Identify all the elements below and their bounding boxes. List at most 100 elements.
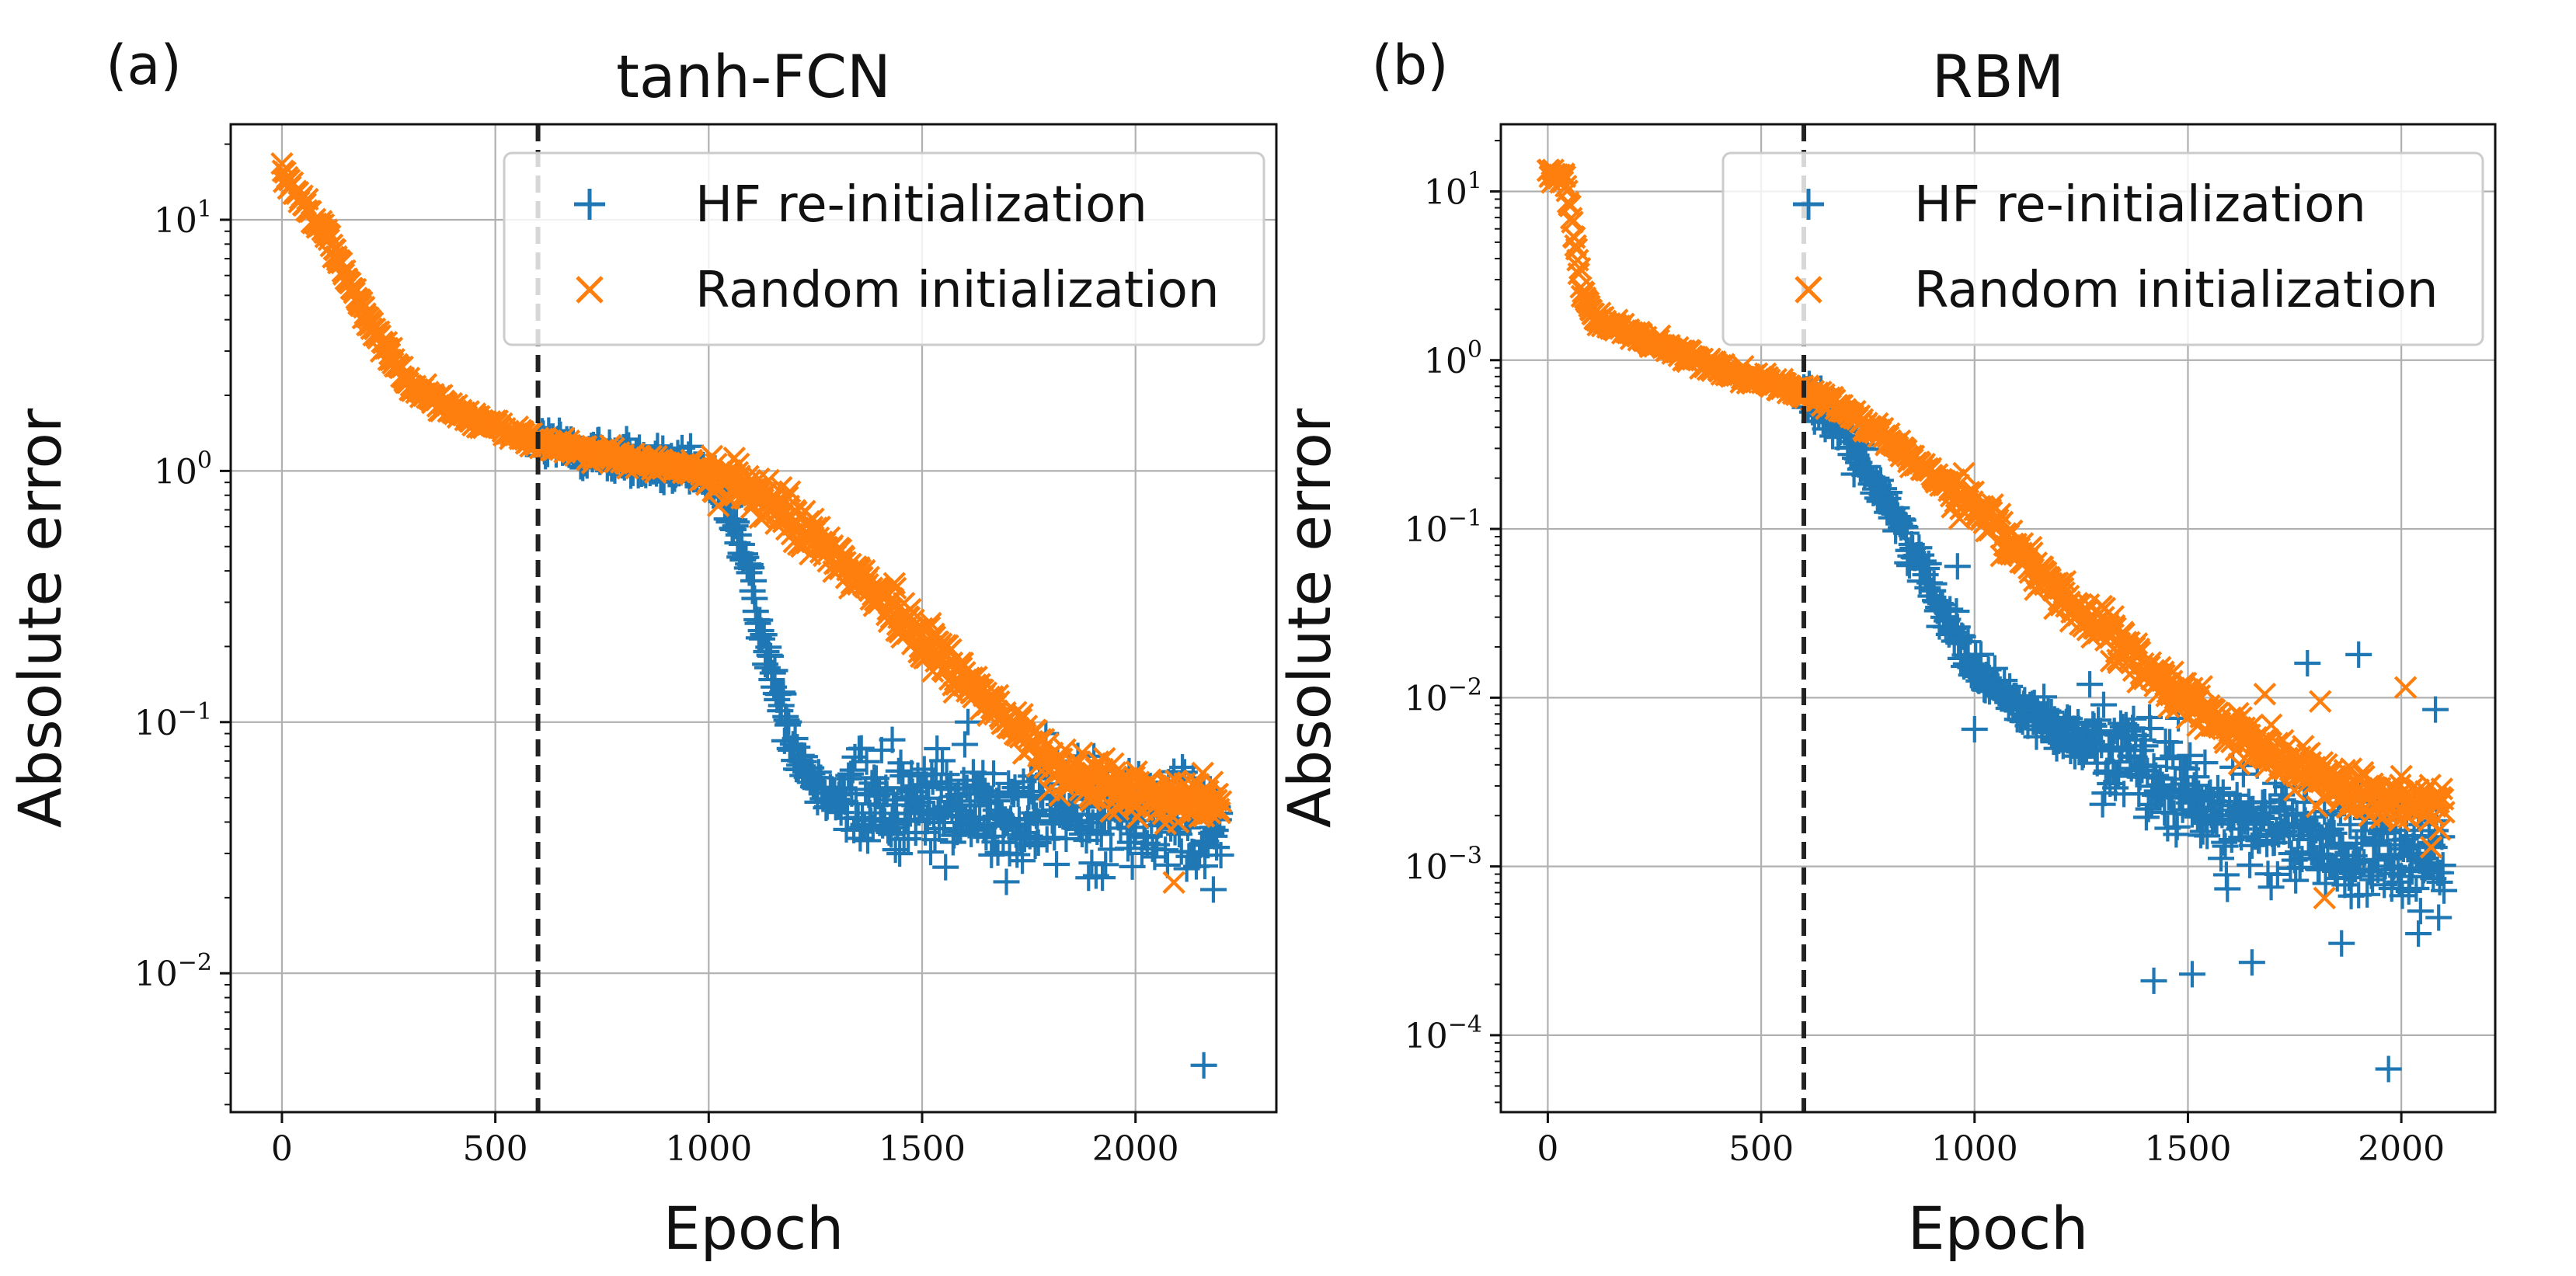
data-point — [2257, 874, 2285, 901]
data-point — [1989, 502, 2012, 526]
y-tick-base: 10 — [1405, 848, 1448, 888]
x-tick-label: 1500 — [879, 1129, 966, 1169]
data-point — [2375, 1055, 2402, 1083]
data-point — [2313, 886, 2337, 910]
y-tick-label: 10−2 — [134, 949, 212, 994]
data-point — [2419, 836, 2443, 859]
data-point — [1944, 553, 1971, 580]
data-point — [1009, 847, 1036, 874]
series-random — [1536, 158, 2456, 910]
data-point — [2252, 799, 2279, 826]
data-point — [1199, 876, 1227, 903]
y-tick-base: 10 — [1405, 679, 1448, 718]
legend: HF re-initialization Random initializatio… — [1721, 151, 2484, 346]
data-point — [750, 621, 778, 648]
data-point — [2019, 535, 2043, 559]
data-point — [1968, 641, 1995, 668]
y-tick-base: 10 — [134, 704, 178, 743]
y-axis-label: Absolute error — [5, 408, 75, 828]
data-point — [2318, 853, 2345, 880]
y-tick-base: 10 — [1405, 510, 1448, 550]
data-point — [2031, 683, 2058, 711]
x-tick-label: 2000 — [2358, 1129, 2445, 1169]
data-point — [1043, 850, 1070, 878]
chart-title: RBM — [1932, 42, 2065, 111]
data-point — [2140, 967, 2167, 994]
y-tick-label: 10−3 — [1405, 843, 1482, 888]
axes-frame — [1499, 123, 2497, 1114]
data-point — [929, 747, 956, 774]
x-tick-label: 1500 — [2144, 1129, 2231, 1169]
data-point — [886, 840, 914, 867]
data-point — [1162, 871, 1185, 894]
x-axis-label: Epoch — [1908, 1194, 2089, 1263]
data-point — [2429, 852, 2456, 879]
series-hf — [1791, 370, 2458, 1083]
data-point — [2422, 696, 2449, 723]
data-point — [1092, 851, 1119, 878]
data-point — [2153, 745, 2180, 772]
y-tick-base: 10 — [134, 954, 178, 994]
data-point — [879, 726, 906, 753]
data-point — [2403, 875, 2430, 902]
legend-box — [503, 151, 1265, 346]
y-tick-exponent: −2 — [1448, 673, 1482, 701]
y-tick-exponent: 1 — [1467, 167, 1482, 194]
data-point — [2208, 845, 2235, 872]
data-point — [1892, 520, 1920, 547]
legend-marker-plus — [574, 189, 605, 220]
data-point — [980, 760, 1008, 788]
data-point — [1191, 853, 1218, 880]
data-point — [979, 822, 1006, 850]
x-tick-label: 1000 — [665, 1129, 752, 1169]
data-point — [738, 555, 765, 582]
y-tick-label: 10−1 — [1405, 505, 1482, 550]
data-point — [1166, 810, 1190, 834]
legend-entry: HF re-initialization — [695, 176, 1147, 234]
y-tick-label: 100 — [154, 447, 212, 492]
data-point — [2177, 742, 2204, 769]
data-point — [2428, 818, 2452, 841]
data-point — [2178, 961, 2205, 988]
y-axis-label: Absolute error — [1275, 408, 1344, 828]
data-point — [2214, 875, 2241, 902]
data-point — [2183, 763, 2210, 791]
data-point — [2317, 815, 2345, 843]
y-tick-label: 100 — [1424, 336, 1482, 381]
y-tick-label: 101 — [1424, 167, 1482, 212]
data-point — [2430, 777, 2454, 801]
data-point — [883, 576, 907, 600]
y-tick-base: 10 — [1424, 172, 1467, 212]
data-point — [800, 516, 824, 539]
data-point — [2135, 795, 2162, 822]
data-point — [2053, 569, 2077, 593]
data-point — [986, 683, 1010, 708]
data-point — [1152, 836, 1179, 864]
data-point — [1200, 770, 1224, 794]
y-tick-base: 10 — [154, 201, 197, 241]
data-point — [2298, 741, 2321, 765]
data-point — [2090, 691, 2117, 718]
data-point — [917, 839, 944, 866]
data-point — [983, 788, 1011, 815]
legend-marker-plus — [1793, 189, 1824, 220]
data-point — [318, 224, 342, 248]
legend-entry: Random initialization — [1914, 262, 2438, 319]
data-point — [2282, 867, 2310, 894]
data-point — [2076, 671, 2104, 698]
x-tick-label: 0 — [1537, 1129, 1558, 1169]
data-point — [2204, 774, 2231, 801]
data-point — [854, 827, 881, 854]
data-point — [848, 735, 875, 762]
x-tick-label: 500 — [463, 1129, 528, 1169]
data-point — [2407, 898, 2434, 925]
data-point — [706, 494, 730, 517]
y-tick-base: 10 — [1405, 1017, 1448, 1056]
data-point — [2431, 877, 2458, 904]
data-point — [2328, 930, 2355, 957]
data-point — [2425, 904, 2452, 931]
legend-marker-x — [576, 276, 604, 304]
data-point — [2089, 791, 2116, 818]
data-point — [770, 680, 797, 708]
